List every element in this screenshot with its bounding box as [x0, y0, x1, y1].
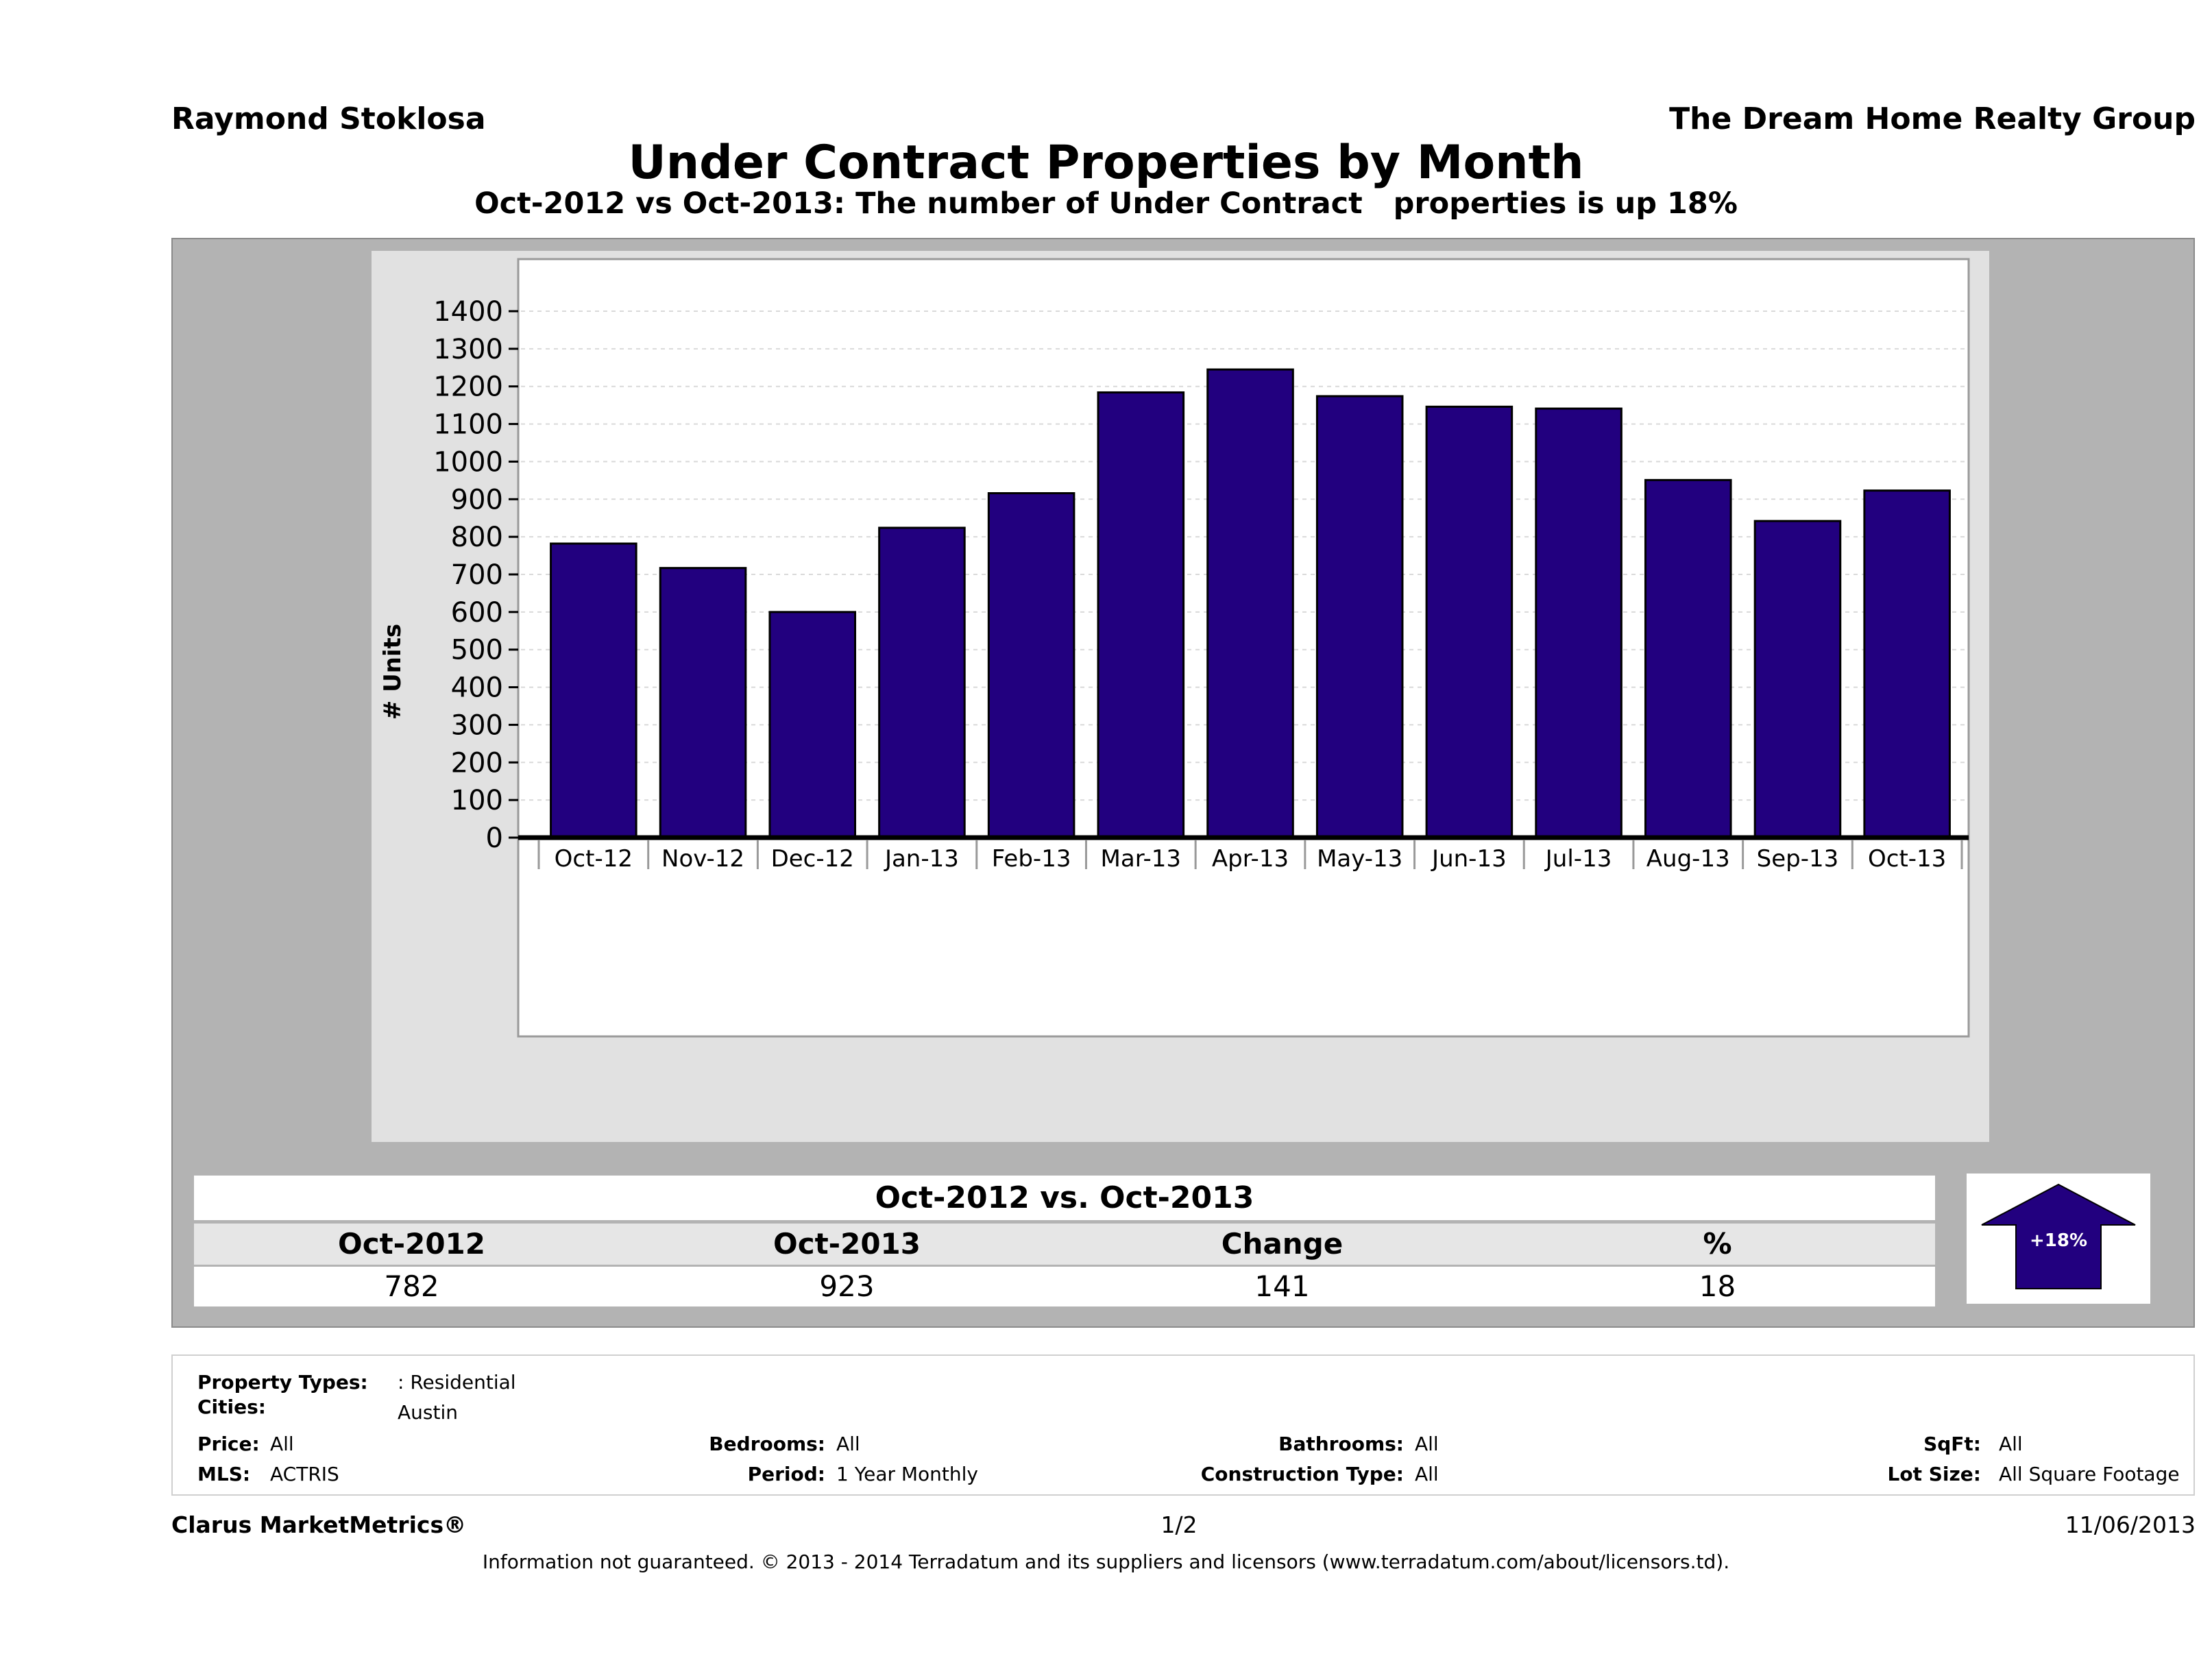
y-tick-label: 1100: [433, 409, 503, 441]
y-tick-label: 300: [451, 709, 503, 741]
bar-may-13: [1315, 395, 1404, 839]
x-tick-label: Oct-12: [555, 845, 633, 873]
y-tick-label: 600: [451, 597, 503, 629]
price-label: Price:: [197, 1433, 260, 1455]
cities-label: Cities:: [197, 1396, 266, 1418]
page-number: 1/2: [1160, 1511, 1198, 1538]
property-types-label: Property Types:: [197, 1371, 368, 1394]
header-cell: %: [1703, 1227, 1732, 1261]
bar-oct-13: [1863, 489, 1951, 839]
bar-apr-13: [1206, 368, 1294, 839]
y-tick-label: 800: [451, 522, 503, 553]
bar-mar-13: [1097, 391, 1185, 839]
comparison-title: Oct-2012 vs. Oct-2013: [194, 1176, 1935, 1220]
comparison-header-row: Oct-2012 Oct-2013 Change %: [194, 1224, 1935, 1265]
y-tick-label: 900: [451, 484, 503, 515]
y-axis: 0 100 200 300 400 500 600 700 800 900 1000 1100 1200…: [433, 296, 518, 854]
x-tick-label: Jan-13: [884, 845, 959, 873]
y-tick-label: 400: [451, 672, 503, 704]
change-badge: +18%: [1967, 1174, 2150, 1304]
sqft-label: SqFt:: [1923, 1433, 1981, 1455]
x-tick-label: Sep-13: [1757, 845, 1839, 873]
value-cell: 923: [819, 1269, 875, 1303]
value-cell: 782: [384, 1269, 439, 1303]
search-criteria: Property Types: : Residential Cities: Au…: [171, 1354, 2195, 1496]
bar-jul-13: [1535, 407, 1622, 839]
report-date: 11/06/2013: [2065, 1511, 2196, 1538]
y-tick-label: 700: [451, 559, 503, 591]
bar-oct-12: [550, 542, 637, 839]
x-tick-label: Aug-13: [1646, 845, 1730, 873]
bar-dec-12: [768, 611, 857, 839]
company-name: The Dream Home Realty Group: [1669, 101, 2196, 136]
x-tick-label: Mar-13: [1101, 845, 1182, 873]
bars: [550, 368, 1951, 839]
x-tick-label: Dec-12: [771, 845, 854, 873]
chart-title: Under Contract Properties by Month: [628, 136, 1584, 190]
mls-value: ACTRIS: [270, 1463, 339, 1485]
y-tick-label: 200: [451, 747, 503, 779]
bar-feb-13: [987, 492, 1075, 839]
header-cell: Oct-2013: [773, 1227, 921, 1261]
bar-nov-12: [659, 567, 747, 839]
period-value: 1 Year Monthly: [836, 1463, 979, 1485]
sqft-value: All: [1999, 1433, 2023, 1455]
chart-subtitle: Oct-2012 vs Oct-2013: The number of Unde…: [474, 186, 1738, 221]
bathrooms-label: Bathrooms:: [1278, 1433, 1404, 1455]
bedrooms-label: Bedrooms:: [709, 1433, 825, 1455]
disclaimer: Information not guaranteed. © 2013 - 201…: [482, 1551, 1730, 1573]
x-tick-label: May-13: [1317, 845, 1402, 873]
property-types-value: : Residential: [398, 1371, 516, 1394]
construction-type-value: All: [1415, 1463, 1439, 1485]
lot-size-value: All Square Footage: [1999, 1463, 2180, 1485]
header-cell: Change: [1221, 1227, 1344, 1261]
x-tick-label: Jul-13: [1544, 845, 1612, 873]
x-tick-label: Apr-13: [1212, 845, 1289, 873]
bar-sep-13: [1753, 520, 1842, 839]
lot-size-label: Lot Size:: [1887, 1463, 1981, 1485]
up-arrow-icon: +18%: [1981, 1183, 2136, 1289]
y-tick-label: 0: [486, 823, 503, 854]
construction-type-label: Construction Type:: [1200, 1463, 1404, 1485]
value-cell: 141: [1254, 1269, 1310, 1303]
x-tick-label: Oct-13: [1868, 845, 1946, 873]
x-tick-label: Nov-12: [661, 845, 744, 873]
y-tick-label: 1200: [433, 372, 503, 403]
y-tick-label: 1000: [433, 446, 503, 478]
agent-name: Raymond Stoklosa: [171, 101, 486, 136]
mls-label: MLS:: [197, 1463, 251, 1485]
bar-jun-13: [1425, 405, 1514, 839]
y-tick-label: 500: [451, 635, 503, 666]
bar-jan-13: [878, 526, 966, 839]
y-tick-label: 100: [451, 785, 503, 816]
bar-chart: 0 100 200 300 400 500 600 700 800 900 1000 1100 1200…: [379, 258, 1970, 1038]
period-label: Period:: [747, 1463, 825, 1485]
y-axis-label: # Units: [379, 624, 406, 720]
header-cell: Oct-2012: [337, 1227, 485, 1261]
price-value: All: [270, 1433, 294, 1455]
brand-name: Clarus MarketMetrics®: [171, 1511, 467, 1538]
x-axis: Oct-12 Nov-12 Dec-12 Jan-13 Feb-13 Mar-13 Apr-…: [518, 835, 1969, 873]
bedrooms-value: All: [836, 1433, 860, 1455]
x-tick-label: Feb-13: [992, 845, 1071, 873]
bar-aug-13: [1644, 478, 1732, 839]
bathrooms-value: All: [1415, 1433, 1439, 1455]
cities-value: Austin: [398, 1401, 458, 1424]
comparison-value-row: 782 923 141 18: [194, 1267, 1935, 1306]
x-tick-label: Jun-13: [1431, 845, 1507, 873]
value-cell: 18: [1699, 1269, 1736, 1303]
change-badge-text: +18%: [2030, 1230, 2087, 1251]
y-tick-label: 1400: [433, 296, 503, 328]
y-tick-label: 1300: [433, 334, 503, 365]
